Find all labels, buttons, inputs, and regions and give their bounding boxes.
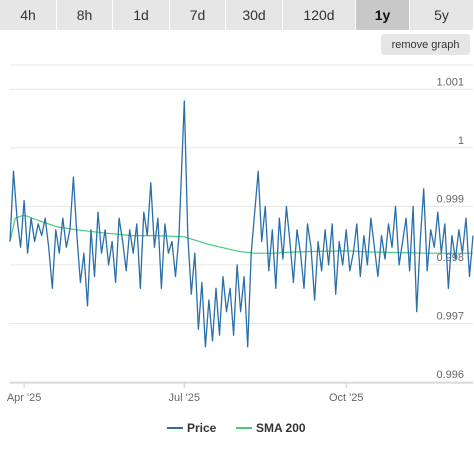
plot-area <box>9 100 474 348</box>
tab-4h[interactable]: 4h <box>0 0 57 30</box>
tab-30d[interactable]: 30d <box>226 0 283 30</box>
legend: Price SMA 200 <box>167 421 306 435</box>
y-tick-label: 1 <box>458 135 464 147</box>
tab-1d[interactable]: 1d <box>113 0 170 30</box>
legend-price-label: Price <box>187 421 217 435</box>
tab-8h[interactable]: 8h <box>57 0 113 30</box>
grid-lines <box>10 64 473 383</box>
tab-7d[interactable]: 7d <box>170 0 226 30</box>
legend-price[interactable]: Price <box>167 421 217 435</box>
y-tick-label: 1.001 <box>436 76 464 88</box>
x-axis: Apr '25 Jul '25 Oct '25 <box>7 382 473 404</box>
legend-sma-200[interactable]: SMA 200 <box>236 421 306 435</box>
x-tick-label: Apr '25 <box>7 392 42 404</box>
x-tick-label: Jul '25 <box>169 392 200 404</box>
y-tick-label: 0.997 <box>436 310 464 322</box>
y-tick-label: 0.996 <box>436 369 464 381</box>
tab-1y[interactable]: 1y <box>356 0 410 30</box>
tab-5y[interactable]: 5y <box>410 0 474 30</box>
timeframe-tabs: 4h 8h 1d 7d 30d 120d 1y 5y <box>0 0 474 30</box>
tab-120d[interactable]: 120d <box>283 0 356 30</box>
price-line <box>9 100 474 348</box>
remove-graph-button[interactable]: remove graph <box>381 34 470 55</box>
legend-sma-200-label: SMA 200 <box>256 421 306 435</box>
x-tick-label: Oct '25 <box>329 392 364 404</box>
y-tick-label: 0.999 <box>436 193 464 205</box>
